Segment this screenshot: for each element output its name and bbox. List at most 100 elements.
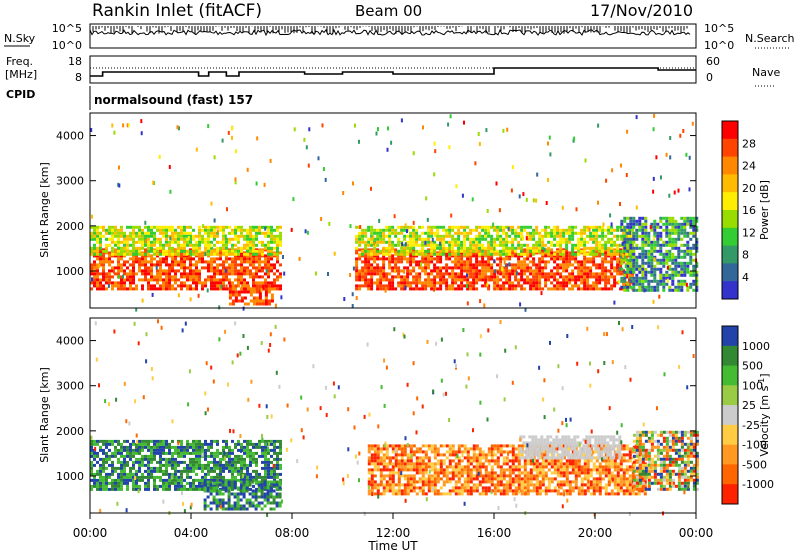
data-cell (568, 275, 572, 279)
data-cell (436, 252, 440, 256)
data-cell (123, 287, 126, 291)
data-cell (620, 267, 624, 271)
data-cell (206, 489, 210, 493)
data-cell (580, 278, 584, 282)
scatter-cell (448, 145, 451, 150)
data-cell (644, 279, 648, 283)
data-cell (451, 260, 455, 264)
data-cell (156, 448, 159, 452)
data-cell (192, 481, 195, 485)
data-cell (626, 243, 630, 247)
data-cell (240, 445, 243, 449)
data-cell (586, 260, 590, 264)
data-cell (150, 257, 153, 261)
data-cell (635, 264, 639, 268)
data-cell (665, 255, 669, 259)
data-cell (264, 260, 267, 264)
data-cell (123, 454, 126, 458)
data-cell (632, 279, 636, 283)
data-cell (493, 272, 497, 276)
data-cell (424, 278, 428, 282)
data-cell (364, 269, 368, 273)
data-cell (382, 462, 386, 466)
data-cell (460, 269, 464, 273)
data-cell (117, 281, 120, 285)
data-cell (180, 257, 183, 261)
data-cell (418, 281, 422, 285)
data-cell (102, 234, 105, 238)
data-cell (174, 278, 177, 282)
data-cell (246, 237, 249, 241)
data-cell (632, 231, 636, 235)
data-cell (601, 228, 605, 232)
data-cell (96, 472, 99, 476)
data-cell (252, 445, 255, 449)
data-cell (478, 243, 482, 247)
data-cell (132, 237, 135, 241)
data-cell (240, 290, 244, 294)
data-cell (252, 484, 255, 488)
data-cell (206, 480, 210, 484)
data-cell (626, 237, 630, 241)
data-cell (144, 263, 147, 267)
data-cell (132, 439, 135, 443)
data-cell (192, 281, 195, 285)
data-cell (168, 249, 171, 253)
data-cell (132, 260, 135, 264)
data-cell (168, 457, 171, 461)
data-cell (198, 460, 201, 464)
data-cell (412, 243, 416, 247)
data-cell (635, 276, 639, 280)
data-cell (108, 243, 111, 247)
data-cell (632, 222, 636, 226)
data-cell (370, 278, 374, 282)
data-cell (159, 266, 162, 270)
data-cell (376, 228, 380, 232)
data-cell (406, 269, 410, 273)
data-cell (207, 466, 210, 470)
data-cell (213, 249, 216, 253)
data-cell (535, 272, 539, 276)
data-cell (144, 439, 147, 443)
data-cell (409, 263, 413, 267)
data-cell (517, 234, 521, 238)
data-cell (466, 287, 470, 291)
data-cell (415, 284, 419, 288)
data-cell (132, 460, 135, 464)
data-cell (264, 439, 267, 443)
data-cell (177, 469, 180, 473)
data-cell (266, 483, 270, 487)
data-cell (138, 278, 141, 282)
data-cell (111, 466, 114, 470)
data-cell (674, 261, 678, 265)
data-cell (270, 240, 273, 244)
data-cell (379, 251, 383, 255)
data-cell (623, 258, 627, 262)
data-cell (610, 284, 614, 288)
data-cell (496, 228, 500, 232)
data-cell (502, 287, 506, 291)
scatter-cell (669, 155, 672, 160)
scatter-cell (401, 242, 404, 247)
data-cell (225, 466, 228, 470)
scatter-cell (206, 288, 209, 293)
data-cell (231, 281, 234, 285)
data-cell (108, 463, 111, 467)
data-cell (632, 258, 636, 262)
data-cell (240, 484, 243, 488)
data-cell (264, 234, 267, 238)
data-cell (150, 269, 153, 273)
data-cell (198, 225, 201, 229)
data-cell (111, 240, 114, 244)
data-cell (267, 263, 270, 267)
data-cell (635, 282, 639, 286)
data-cell (219, 457, 222, 461)
data-cell (195, 287, 198, 291)
data-cell (174, 281, 177, 285)
data-cell (138, 439, 141, 443)
scatter-cell (677, 188, 680, 193)
data-cell (276, 445, 279, 449)
scatter-cell (90, 128, 93, 132)
data-cell (174, 460, 177, 464)
data-cell (267, 272, 270, 276)
